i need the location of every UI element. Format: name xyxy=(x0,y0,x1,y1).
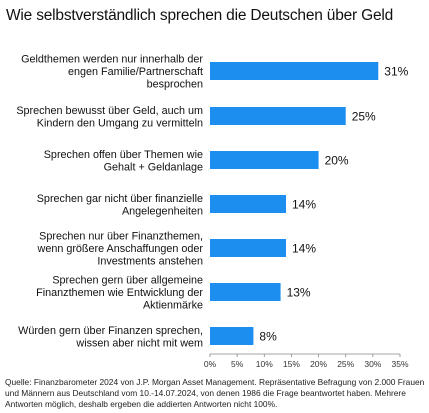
data-label: 25% xyxy=(352,110,376,124)
x-tick-label: 25% xyxy=(337,359,354,369)
x-tick-label: 30% xyxy=(364,359,381,369)
category-label-line: Geldthemen werden nur innerhalb der xyxy=(21,54,203,66)
category-label-line: Sprechen nur über Finanzthemen, xyxy=(39,231,203,243)
category-label-line: wissen aber nicht mit wem xyxy=(75,337,203,349)
category-label-line: wenn größere Anschaffungen oder xyxy=(37,243,204,255)
category-label: Geldthemen werden nur innerhalb der engen… xyxy=(21,54,203,91)
x-tick-label: 5% xyxy=(231,359,244,369)
data-label: 20% xyxy=(325,154,349,168)
bar xyxy=(210,283,281,301)
category-label-line: Finanzthemen wie Entwicklung der xyxy=(36,287,203,299)
category-label: Würden gern über Finanzen sprechen, wisse… xyxy=(18,325,203,350)
category-label: Sprechen gern über allgemeine Finanztheme… xyxy=(36,275,203,312)
bar xyxy=(210,107,346,125)
category-label-line: Investments anstehen xyxy=(97,256,203,268)
category-label-line: Würden gern über Finanzen sprechen, xyxy=(18,325,203,337)
category-label-line: Gehalt + Geldanlage xyxy=(104,161,203,173)
bar xyxy=(210,327,254,345)
category-label: Sprechen nur über Finanzthemen, wenn größ… xyxy=(37,231,204,268)
category-label-line: Sprechen offen über Themen wie xyxy=(44,149,203,161)
data-label: 14% xyxy=(292,242,316,256)
data-label: 14% xyxy=(292,198,316,212)
x-tick-label: 0% xyxy=(204,359,217,369)
category-label: Sprechen offen über Themen wie Gehalt + G… xyxy=(44,149,203,174)
category-label-line: Sprechen bewusst über Geld, auch um xyxy=(16,105,203,117)
category-label: Sprechen bewusst über Geld, auch um Kinde… xyxy=(16,105,203,130)
category-label: Sprechen gar nicht über finanzielle Angel… xyxy=(37,193,203,218)
x-tick-label: 35% xyxy=(391,359,408,369)
category-label-line: engen Familie/Partnerschaft xyxy=(68,66,203,78)
bar xyxy=(210,195,286,213)
category-label-line: Sprechen gar nicht über finanzielle xyxy=(37,193,203,205)
chart-title: Wie selbstverständlich sprechen die Deut… xyxy=(6,7,394,24)
data-label: 13% xyxy=(287,286,311,300)
x-tick-label: 10% xyxy=(256,359,273,369)
bar xyxy=(210,151,319,169)
bar xyxy=(210,62,379,80)
category-label-line: Sprechen gern über allgemeine xyxy=(52,275,203,287)
x-tick-label: 20% xyxy=(310,359,327,369)
source-note: Quelle: Finanzbarometer 2024 von J.P. Mo… xyxy=(5,377,425,409)
category-label-line: Angelegenheiten xyxy=(122,205,203,217)
data-label: 8% xyxy=(259,330,277,344)
category-label-line: Aktienmärke xyxy=(143,300,203,312)
category-label-line: Kindern den Umgang zu vermitteln xyxy=(37,117,203,129)
x-tick-label: 15% xyxy=(283,359,300,369)
data-label: 31% xyxy=(384,65,408,79)
category-label-line: besprochen xyxy=(147,79,203,91)
bar xyxy=(210,239,286,257)
